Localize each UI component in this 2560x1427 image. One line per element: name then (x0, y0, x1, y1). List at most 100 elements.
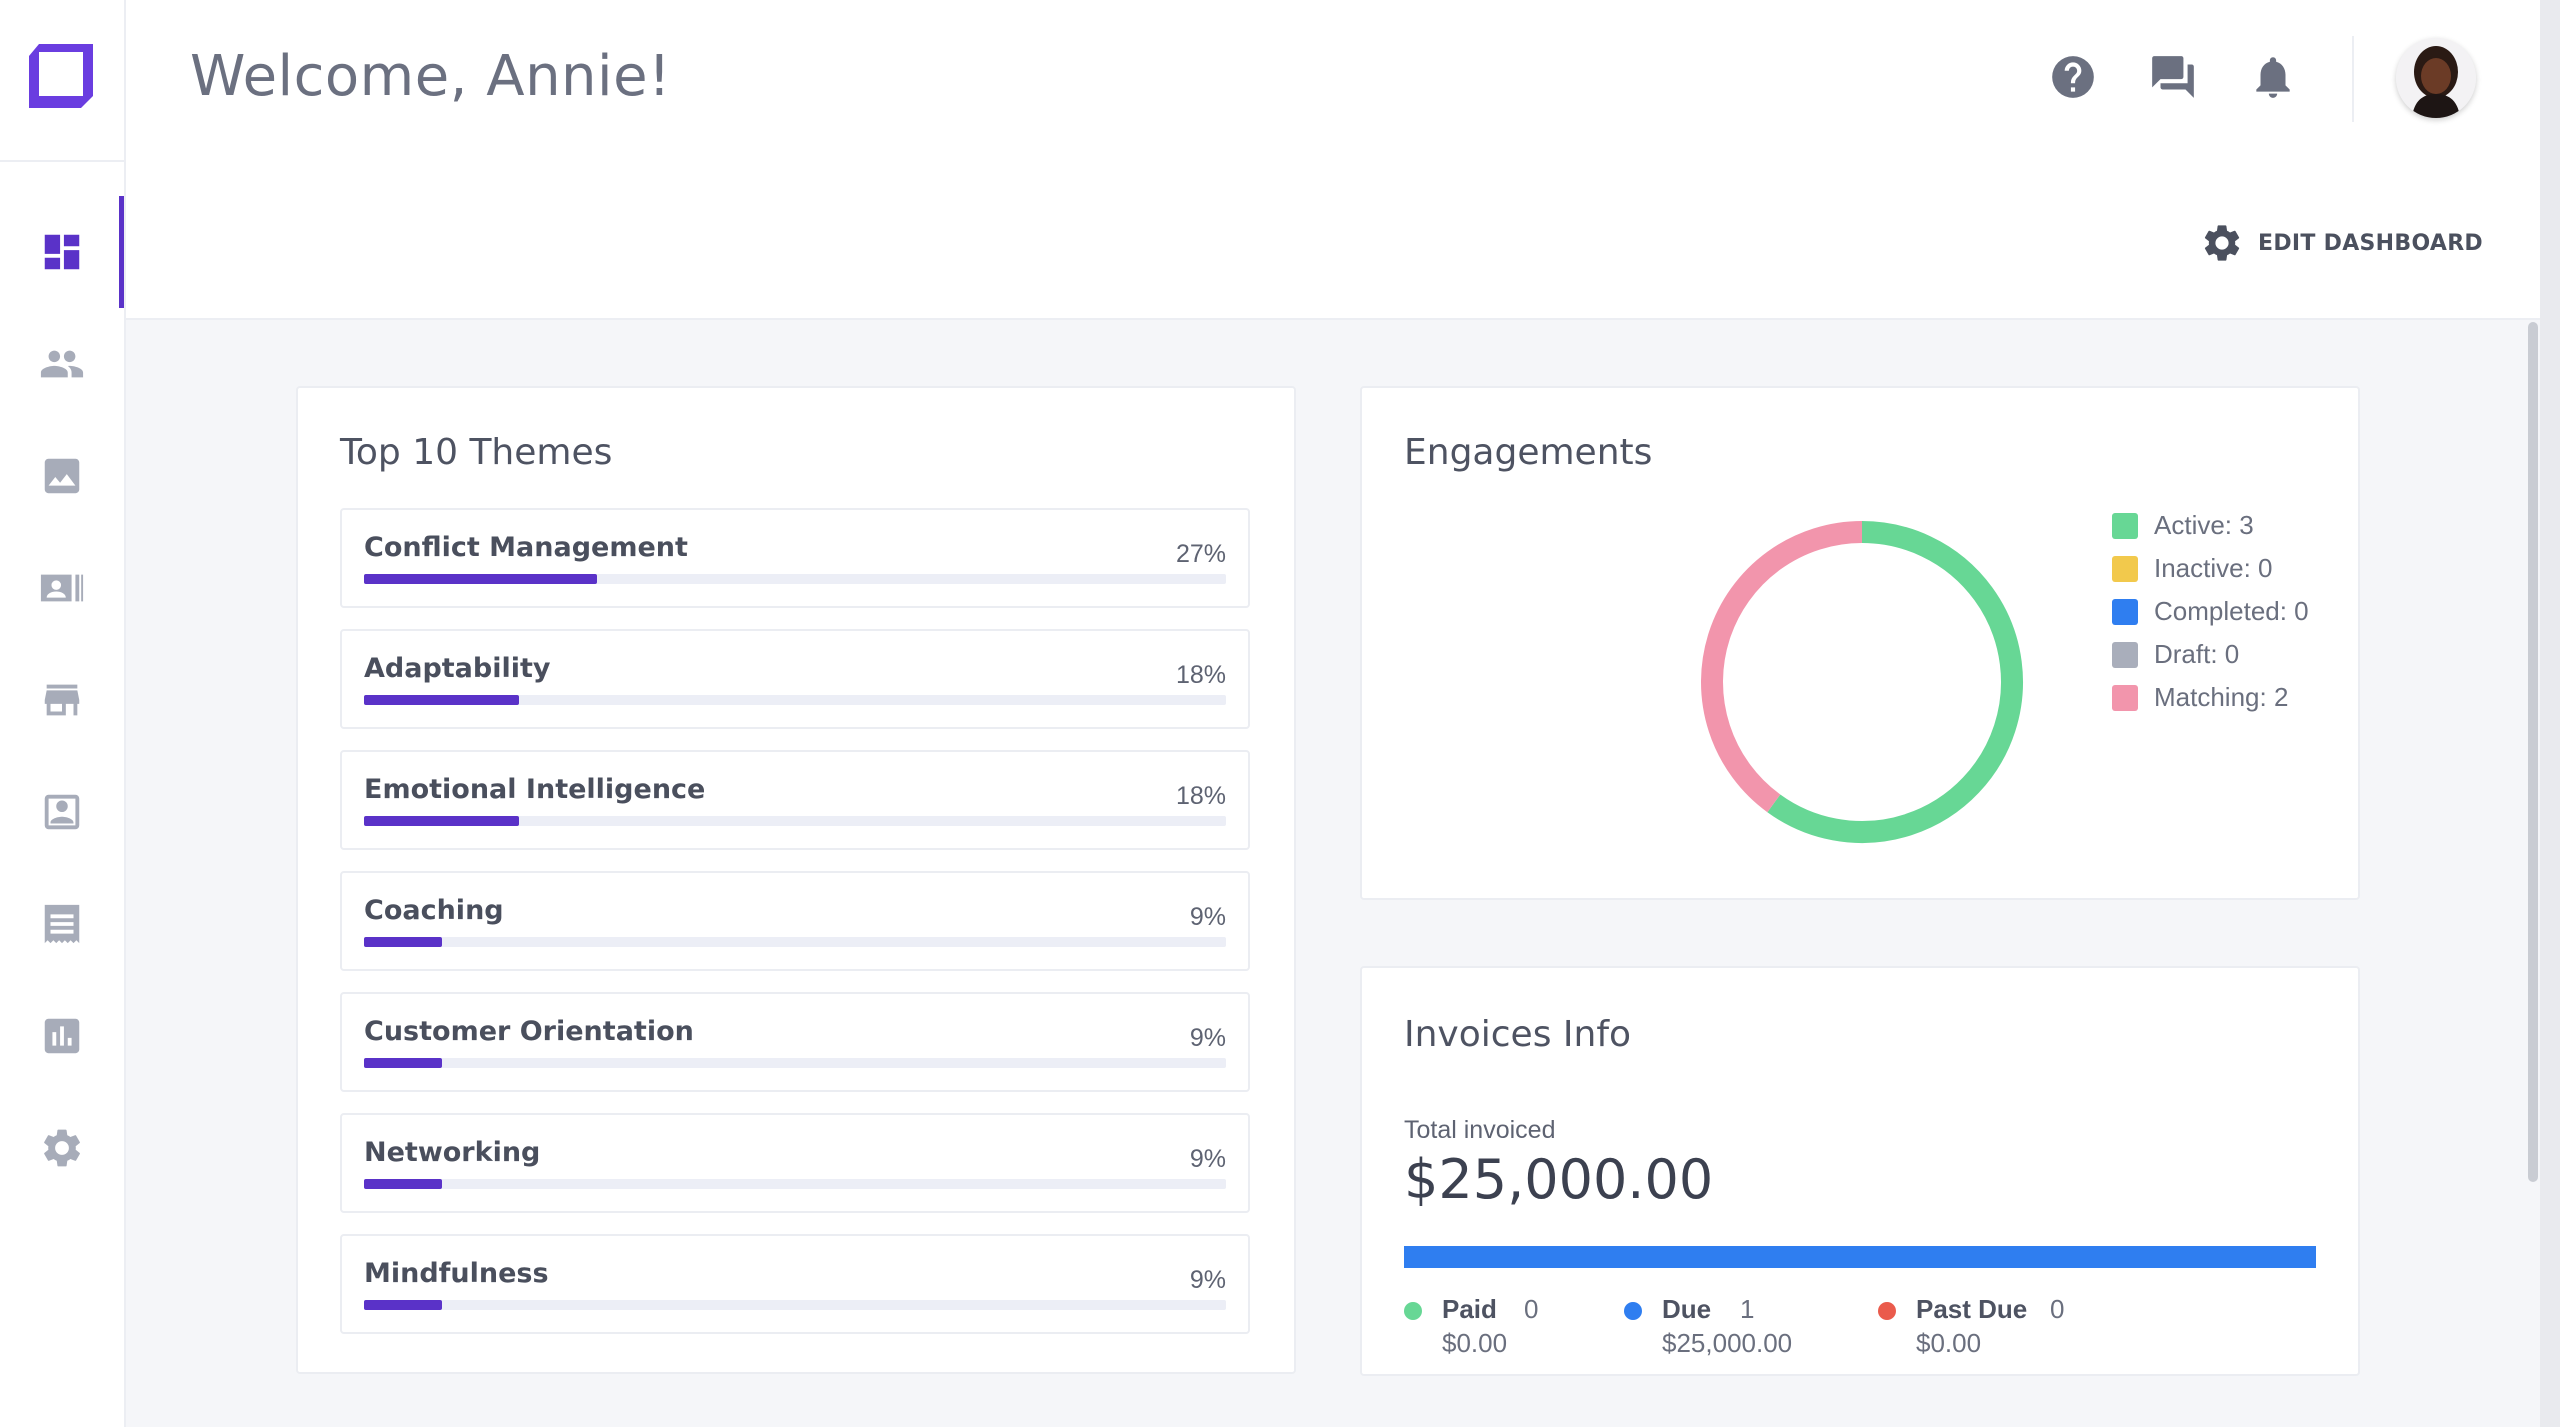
status-name: Paid (1442, 1294, 1497, 1324)
sidebar-item-store[interactable] (0, 644, 124, 756)
legend-item[interactable]: Active: 3 (2112, 510, 2254, 541)
sidebar-item-contacts[interactable] (0, 532, 124, 644)
status-name: Due (1662, 1294, 1712, 1324)
portrait-icon (44, 458, 80, 494)
theme-row: Mindfulness 9% (340, 1234, 1250, 1334)
status-count: 0 (2050, 1294, 2065, 1324)
header-divider (2352, 36, 2354, 122)
theme-progress-fill (364, 1300, 442, 1310)
invoices-card: Invoices Info Total invoiced $25,000.00 … (1360, 966, 2360, 1376)
status-dot (1624, 1302, 1642, 1320)
dashboard-icon (44, 234, 80, 270)
status-count: 1 (1740, 1294, 1755, 1324)
edit-dashboard-button[interactable]: EDIT DASHBOARD (2200, 218, 2483, 268)
status-count: 0 (1524, 1294, 1539, 1324)
sidebar-item-portrait[interactable] (0, 420, 124, 532)
total-invoiced-label: Total invoiced (1404, 1116, 1556, 1144)
welcome-message: Welcome, Annie! (190, 44, 672, 109)
theme-progress-fill (364, 1058, 442, 1068)
theme-row: Customer Orientation 9% (340, 992, 1250, 1092)
app-logo[interactable] (0, 0, 124, 162)
theme-percent: 9% (1189, 1024, 1226, 1052)
help-icon[interactable] (2048, 52, 2098, 102)
theme-name: Customer Orientation (364, 1016, 694, 1047)
sidebar-item-account[interactable] (0, 756, 124, 868)
donut-slice-active[interactable] (1767, 521, 2023, 843)
store-icon (44, 684, 80, 716)
status-amount: $0.00 (1442, 1328, 1508, 1358)
theme-percent: 9% (1189, 903, 1226, 931)
theme-name: Emotional Intelligence (364, 774, 706, 805)
account-box-icon (44, 794, 80, 830)
theme-percent: 18% (1175, 661, 1226, 689)
edit-dashboard-label: EDIT DASHBOARD (2258, 230, 2483, 256)
theme-percent: 27% (1175, 540, 1226, 568)
user-avatar-icon (2396, 38, 2476, 118)
top-header: Welcome, Annie! (126, 0, 2540, 162)
theme-progress-fill (364, 937, 442, 947)
theme-progress-track (364, 1058, 1226, 1068)
legend-swatch (2112, 555, 2138, 582)
theme-row: Coaching 9% (340, 871, 1250, 971)
engagements-title: Engagements (1404, 432, 1653, 473)
receipt-icon (44, 904, 80, 944)
sidebar-item-dashboard[interactable] (0, 196, 124, 308)
theme-percent: 9% (1189, 1145, 1226, 1173)
theme-name: Adaptability (364, 653, 551, 684)
bell-icon[interactable] (2248, 52, 2298, 102)
status-name: Past Due (1916, 1294, 2028, 1324)
invoices-title: Invoices Info (1404, 1014, 1632, 1055)
donut-slice-matching[interactable] (1701, 521, 1863, 813)
theme-row: Networking 9% (340, 1113, 1250, 1213)
gear-icon (2204, 225, 2240, 261)
theme-progress-fill (364, 1179, 442, 1189)
chat-icon[interactable] (2148, 52, 2198, 102)
theme-percent: 9% (1189, 1266, 1226, 1294)
avatar[interactable] (2396, 38, 2476, 118)
theme-row: Adaptability 18% (340, 629, 1250, 729)
legend-label: Draft: 0 (2154, 639, 2240, 669)
theme-name: Networking (364, 1137, 541, 1168)
legend-label: Completed: 0 (2154, 596, 2309, 626)
dashboard-toolbar: EDIT DASHBOARD (126, 162, 2540, 320)
legend-item[interactable]: Completed: 0 (2112, 596, 2309, 627)
sidebar-item-people[interactable] (0, 308, 124, 420)
logo-icon (29, 44, 93, 108)
legend-item[interactable]: Matching: 2 (2112, 682, 2288, 713)
sidebar (0, 0, 126, 1427)
legend-swatch (2112, 512, 2138, 539)
theme-name: Mindfulness (364, 1258, 549, 1289)
contact-card-icon (40, 574, 84, 602)
theme-progress-track (364, 695, 1226, 705)
status-dot (1404, 1302, 1422, 1320)
themes-card: Top 10 Themes Conflict Management 27% Adap… (296, 386, 1296, 1374)
engagements-donut-chart (1701, 521, 2023, 843)
legend-item[interactable]: Draft: 0 (2112, 639, 2239, 670)
window-edge (2540, 0, 2560, 1427)
legend-item[interactable]: Inactive: 0 (2112, 553, 2273, 584)
theme-progress-track (364, 1179, 1226, 1189)
sidebar-item-settings[interactable] (0, 1092, 124, 1204)
status-amount: $0.00 (1916, 1328, 1982, 1358)
theme-row: Conflict Management 27% (340, 508, 1250, 608)
legend-swatch (2112, 598, 2138, 625)
scrollbar[interactable] (2528, 322, 2538, 1182)
legend-label: Active: 3 (2154, 510, 2254, 540)
legend-label: Inactive: 0 (2154, 553, 2273, 583)
legend-label: Matching: 2 (2154, 682, 2289, 712)
theme-progress-track (364, 816, 1226, 826)
sidebar-item-analytics[interactable] (0, 980, 124, 1092)
analytics-icon (44, 1018, 80, 1054)
engagements-card: Engagements Active: 3 Inactive: 0 Complete… (1360, 386, 2360, 900)
status-amount: $25,000.00 (1662, 1328, 1793, 1358)
theme-progress-fill (364, 695, 520, 705)
themes-title: Top 10 Themes (340, 432, 613, 473)
sidebar-item-receipts[interactable] (0, 868, 124, 980)
theme-progress-track (364, 937, 1226, 947)
theme-percent: 18% (1175, 782, 1226, 810)
invoice-status-bar (1404, 1246, 2316, 1268)
status-dot (1878, 1302, 1896, 1320)
legend-swatch (2112, 684, 2138, 711)
theme-progress-fill (364, 816, 520, 826)
theme-progress-track (364, 1300, 1226, 1310)
